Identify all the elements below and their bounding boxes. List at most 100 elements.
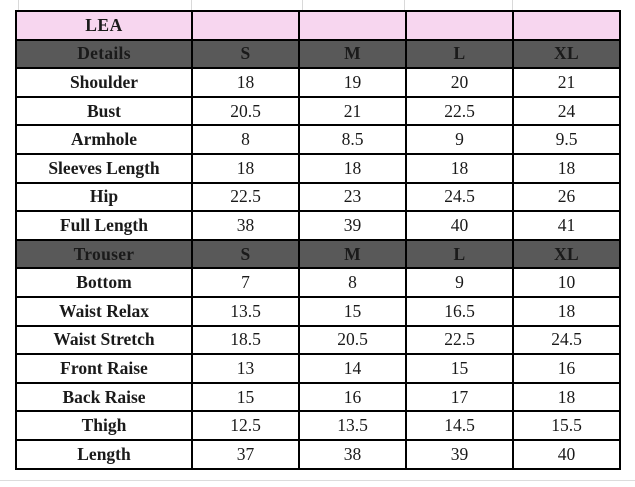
brand-empty-cell xyxy=(298,10,407,41)
value-cell: 20 xyxy=(405,67,514,98)
value-cell: 23 xyxy=(298,181,407,213)
table-row: Front Raise 13 14 15 16 xyxy=(15,353,621,384)
value-cell: 18 xyxy=(298,152,407,184)
value-cell: 15 xyxy=(191,381,300,413)
value-cell: 9 xyxy=(405,267,514,298)
gridline-vertical xyxy=(191,0,192,10)
value-cell: 13 xyxy=(191,353,300,384)
value-cell: 20.5 xyxy=(191,95,300,127)
table-row: Full Length 38 39 40 41 xyxy=(15,210,621,241)
value-cell: 7 xyxy=(191,267,300,298)
size-header-cell: XL xyxy=(512,38,621,70)
value-cell: 8 xyxy=(298,267,407,298)
value-cell: 9.5 xyxy=(512,124,621,155)
value-cell: 21 xyxy=(512,67,621,98)
row-label-cell: Armhole xyxy=(15,124,193,155)
row-label-cell: Thigh xyxy=(15,410,193,441)
row-label-cell: Full Length xyxy=(15,210,193,241)
table-row: Waist Stretch 18.5 20.5 22.5 24.5 xyxy=(15,324,621,356)
value-cell: 9 xyxy=(405,124,514,155)
value-cell: 24 xyxy=(512,95,621,127)
table-row: Bottom 7 8 9 10 xyxy=(15,267,621,298)
table-row: Hip 22.5 23 24.5 26 xyxy=(15,181,621,213)
row-label-cell: Bust xyxy=(15,95,193,127)
size-header-cell: S xyxy=(191,238,300,270)
row-label-cell: Waist Stretch xyxy=(15,324,193,356)
value-cell: 37 xyxy=(191,438,300,470)
table-row: Length 37 38 39 40 xyxy=(15,438,621,470)
table-row: Sleeves Length 18 18 18 18 xyxy=(15,152,621,184)
value-cell: 12.5 xyxy=(191,410,300,441)
size-header-cell: S xyxy=(191,38,300,70)
section-header-cell: Details xyxy=(15,38,193,70)
value-cell: 13.5 xyxy=(191,295,300,327)
table-row: Armhole 8 8.5 9 9.5 xyxy=(15,124,621,155)
value-cell: 38 xyxy=(191,210,300,241)
size-header-cell: M xyxy=(298,238,407,270)
value-cell: 8 xyxy=(191,124,300,155)
size-chart-table: LEA Details S M L XL Shoulder 18 19 20 21 Bust 20.5 2… xyxy=(15,10,621,470)
value-cell: 39 xyxy=(298,210,407,241)
row-label-cell: Bottom xyxy=(15,267,193,298)
brand-title-cell: LEA xyxy=(15,10,193,41)
value-cell: 14 xyxy=(298,353,407,384)
value-cell: 19 xyxy=(298,67,407,98)
value-cell: 24.5 xyxy=(512,324,621,356)
size-header-cell: L xyxy=(405,38,514,70)
value-cell: 8.5 xyxy=(298,124,407,155)
value-cell: 18 xyxy=(512,381,621,413)
value-cell: 18 xyxy=(405,152,514,184)
table-row: Waist Relax 13.5 15 16.5 18 xyxy=(15,295,621,327)
row-label-cell: Length xyxy=(15,438,193,470)
value-cell: 15.5 xyxy=(512,410,621,441)
row-label-cell: Front Raise xyxy=(15,353,193,384)
value-cell: 41 xyxy=(512,210,621,241)
value-cell: 22.5 xyxy=(405,324,514,356)
section-header-row: Trouser S M L XL xyxy=(15,238,621,270)
row-label-cell: Shoulder xyxy=(15,67,193,98)
value-cell: 24.5 xyxy=(405,181,514,213)
table-row: Back Raise 15 16 17 18 xyxy=(15,381,621,413)
value-cell: 17 xyxy=(405,381,514,413)
value-cell: 16 xyxy=(512,353,621,384)
value-cell: 15 xyxy=(405,353,514,384)
brand-empty-cell xyxy=(405,10,514,41)
gridline-vertical xyxy=(302,0,303,10)
value-cell: 18 xyxy=(191,152,300,184)
brand-row: LEA xyxy=(15,10,621,41)
size-chart-body: LEA Details S M L XL Shoulder 18 19 20 21 Bust 20.5 2… xyxy=(15,10,621,470)
value-cell: 18.5 xyxy=(191,324,300,356)
table-row: Bust 20.5 21 22.5 24 xyxy=(15,95,621,127)
value-cell: 21 xyxy=(298,95,407,127)
size-header-cell: L xyxy=(405,238,514,270)
table-row: Thigh 12.5 13.5 14.5 15.5 xyxy=(15,410,621,441)
brand-empty-cell xyxy=(512,10,621,41)
section-header-cell: Trouser xyxy=(15,238,193,270)
value-cell: 40 xyxy=(512,438,621,470)
section-header-row: Details S M L XL xyxy=(15,38,621,70)
value-cell: 14.5 xyxy=(405,410,514,441)
gridline-vertical xyxy=(18,0,19,10)
table-row: Shoulder 18 19 20 21 xyxy=(15,67,621,98)
value-cell: 18 xyxy=(191,67,300,98)
value-cell: 16.5 xyxy=(405,295,514,327)
value-cell: 38 xyxy=(298,438,407,470)
value-cell: 18 xyxy=(512,152,621,184)
gridline-vertical xyxy=(512,0,513,10)
value-cell: 20.5 xyxy=(298,324,407,356)
row-label-cell: Sleeves Length xyxy=(15,152,193,184)
value-cell: 39 xyxy=(405,438,514,470)
value-cell: 40 xyxy=(405,210,514,241)
value-cell: 13.5 xyxy=(298,410,407,441)
value-cell: 16 xyxy=(298,381,407,413)
row-label-cell: Hip xyxy=(15,181,193,213)
value-cell: 18 xyxy=(512,295,621,327)
gridline-vertical xyxy=(404,0,405,10)
value-cell: 22.5 xyxy=(191,181,300,213)
value-cell: 10 xyxy=(512,267,621,298)
gridline-horizontal xyxy=(0,480,635,481)
value-cell: 26 xyxy=(512,181,621,213)
size-header-cell: XL xyxy=(512,238,621,270)
value-cell: 15 xyxy=(298,295,407,327)
